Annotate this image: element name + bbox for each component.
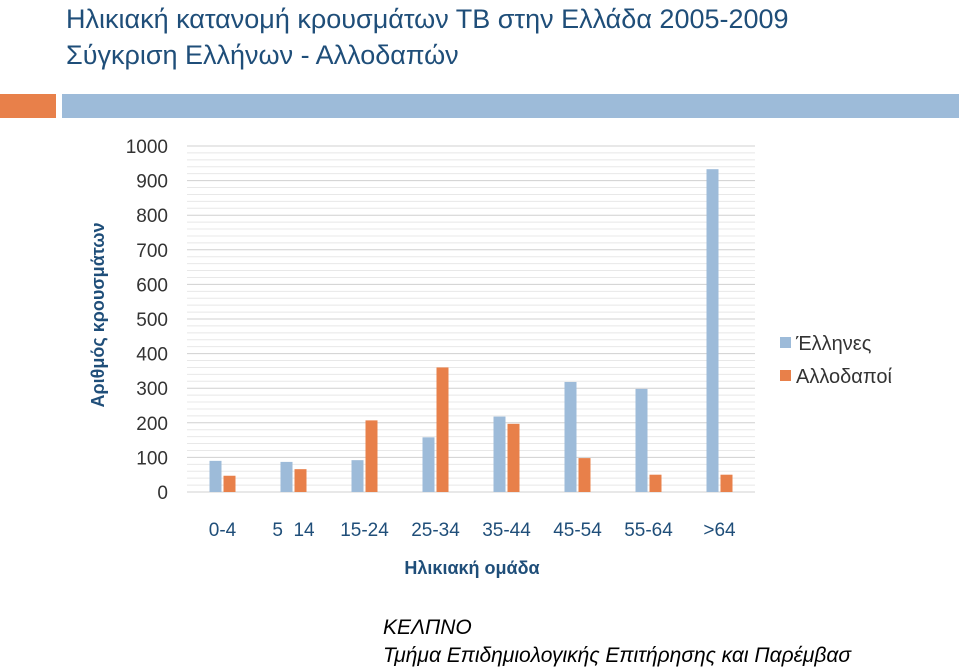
bar-foreigners — [507, 423, 520, 492]
bar-foreigners — [223, 475, 236, 492]
bars — [209, 169, 733, 492]
bar-greeks — [706, 169, 719, 492]
y-tick-label: 500 — [136, 310, 168, 331]
x-tick-label: 35-44 — [482, 520, 531, 541]
gridlines — [187, 145, 755, 493]
x-tick-label: 55-64 — [624, 520, 673, 541]
x-tick-label: >64 — [703, 520, 736, 541]
legend-label-greeks: Έλληνες — [795, 333, 872, 355]
bar-greeks — [209, 460, 222, 492]
footer-organization: ΚΕΛΠΝΟ — [383, 616, 472, 639]
slide-subtitle: Σύγκριση Ελλήνων - Αλλοδαπών — [66, 40, 459, 70]
y-tick-label: 400 — [136, 345, 168, 366]
bar-foreigners — [578, 458, 591, 492]
y-tick-label: 600 — [136, 275, 168, 296]
accent-bar-orange — [0, 94, 56, 118]
accent-bar-blue — [62, 94, 959, 118]
y-tick-label: 300 — [136, 379, 168, 400]
y-tick-label: 100 — [136, 448, 168, 469]
bar-foreigners — [720, 474, 733, 492]
bar-greeks — [564, 381, 577, 492]
x-tick-labels: 0-4 5 14 15-24 25-34 35-44 45-54 55-64 >64 — [209, 520, 736, 541]
x-tick-label: 45-54 — [553, 520, 602, 541]
y-tick-label: 800 — [136, 206, 168, 227]
y-tick-labels: 0 100 200 300 400 500 600 700 800 900 1000 — [126, 137, 168, 504]
y-tick-label: 0 — [157, 483, 168, 504]
legend-swatch-greeks — [780, 337, 791, 348]
legend: Έλληνες Αλλοδαποί — [780, 333, 892, 388]
x-axis-label: Ηλικιακή ομάδα — [404, 558, 539, 578]
bar-greeks — [280, 461, 293, 492]
bar-chart: 0 100 200 300 400 500 600 700 800 900 1000 0-4 5 14… — [88, 137, 892, 578]
legend-swatch-foreigners — [780, 370, 791, 381]
bar-greeks — [422, 437, 435, 492]
y-axis-label: Αριθμός κρουσμάτων — [88, 222, 108, 407]
bar-foreigners — [649, 474, 662, 492]
bar-greeks — [493, 416, 506, 492]
footer-department: Τμήμα Επιδημιολογικής Επιτήρησης και Παρ… — [383, 644, 851, 667]
bar-greeks — [351, 460, 364, 492]
x-tick-label: 0-4 — [209, 520, 237, 541]
bar-foreigners — [365, 420, 378, 492]
x-tick-label: 15-24 — [340, 520, 389, 541]
y-tick-label: 1000 — [126, 137, 168, 158]
bar-foreigners — [436, 367, 449, 492]
bar-foreigners — [294, 469, 307, 492]
y-tick-label: 700 — [136, 241, 168, 262]
bar-greeks — [635, 388, 648, 492]
x-tick-label: 5 14 — [272, 520, 315, 541]
y-tick-label: 200 — [136, 414, 168, 435]
x-tick-label: 25-34 — [411, 520, 460, 541]
legend-label-foreigners: Αλλοδαποί — [796, 366, 892, 388]
slide-title: Ηλικιακή κατανομή κρουσμάτων ΤΒ στην Ελλ… — [66, 4, 789, 34]
y-tick-label: 900 — [136, 172, 168, 193]
